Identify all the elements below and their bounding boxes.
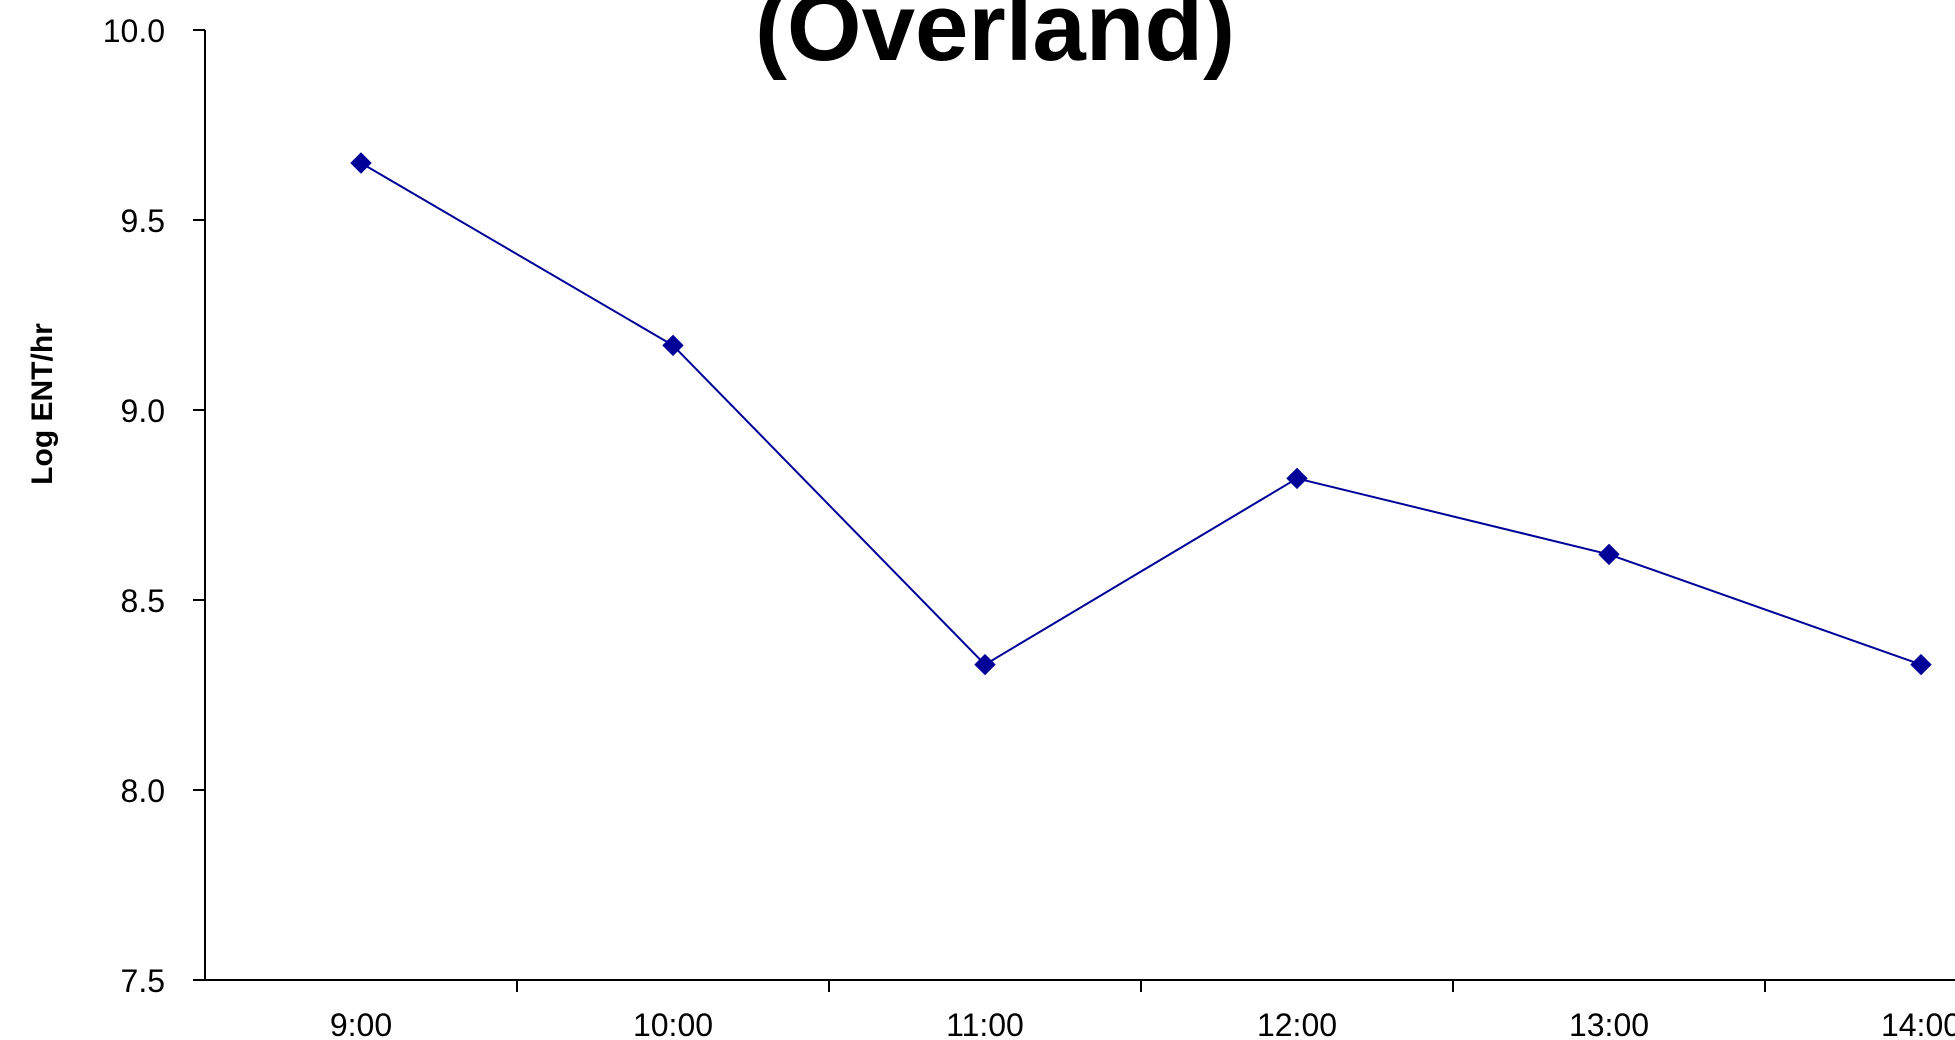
x-tick-label: 10:00 (633, 1007, 713, 1040)
series (350, 152, 1932, 676)
x-tick-label: 13:00 (1569, 1007, 1649, 1040)
y-tick-label: 9.0 (121, 393, 165, 429)
y-tick-label: 9.5 (121, 203, 165, 239)
y-tick-label: 8.5 (121, 583, 165, 619)
y-tick-label: 7.5 (121, 963, 165, 999)
x-tick-label: 14:00 (1881, 1007, 1955, 1040)
data-point-marker (350, 152, 372, 174)
data-point-marker (1910, 653, 1932, 676)
data-point-marker (1598, 543, 1620, 566)
x-tick-label: 12:00 (1257, 1007, 1337, 1040)
y-tick-label: 10.0 (103, 13, 165, 49)
y-axis-label: Log ENT/hr (26, 323, 59, 485)
series-line (360, 162, 1922, 666)
data-point-marker (1286, 467, 1308, 490)
x-ticks: 9:00 10:00 11:00 12:00 13:00 14:00 (330, 980, 1955, 1040)
axes (204, 30, 1955, 981)
x-tick-label: 11:00 (946, 1007, 1024, 1040)
data-point-marker (974, 653, 996, 676)
data-point-marker (662, 334, 684, 357)
x-tick-label: 9:00 (330, 1007, 392, 1040)
y-tick-label: 8.0 (121, 773, 165, 809)
chart-title: (Overland) (755, 0, 1235, 81)
y-ticks: 7.5 8.0 8.5 9.0 9.5 10.0 (103, 13, 205, 999)
